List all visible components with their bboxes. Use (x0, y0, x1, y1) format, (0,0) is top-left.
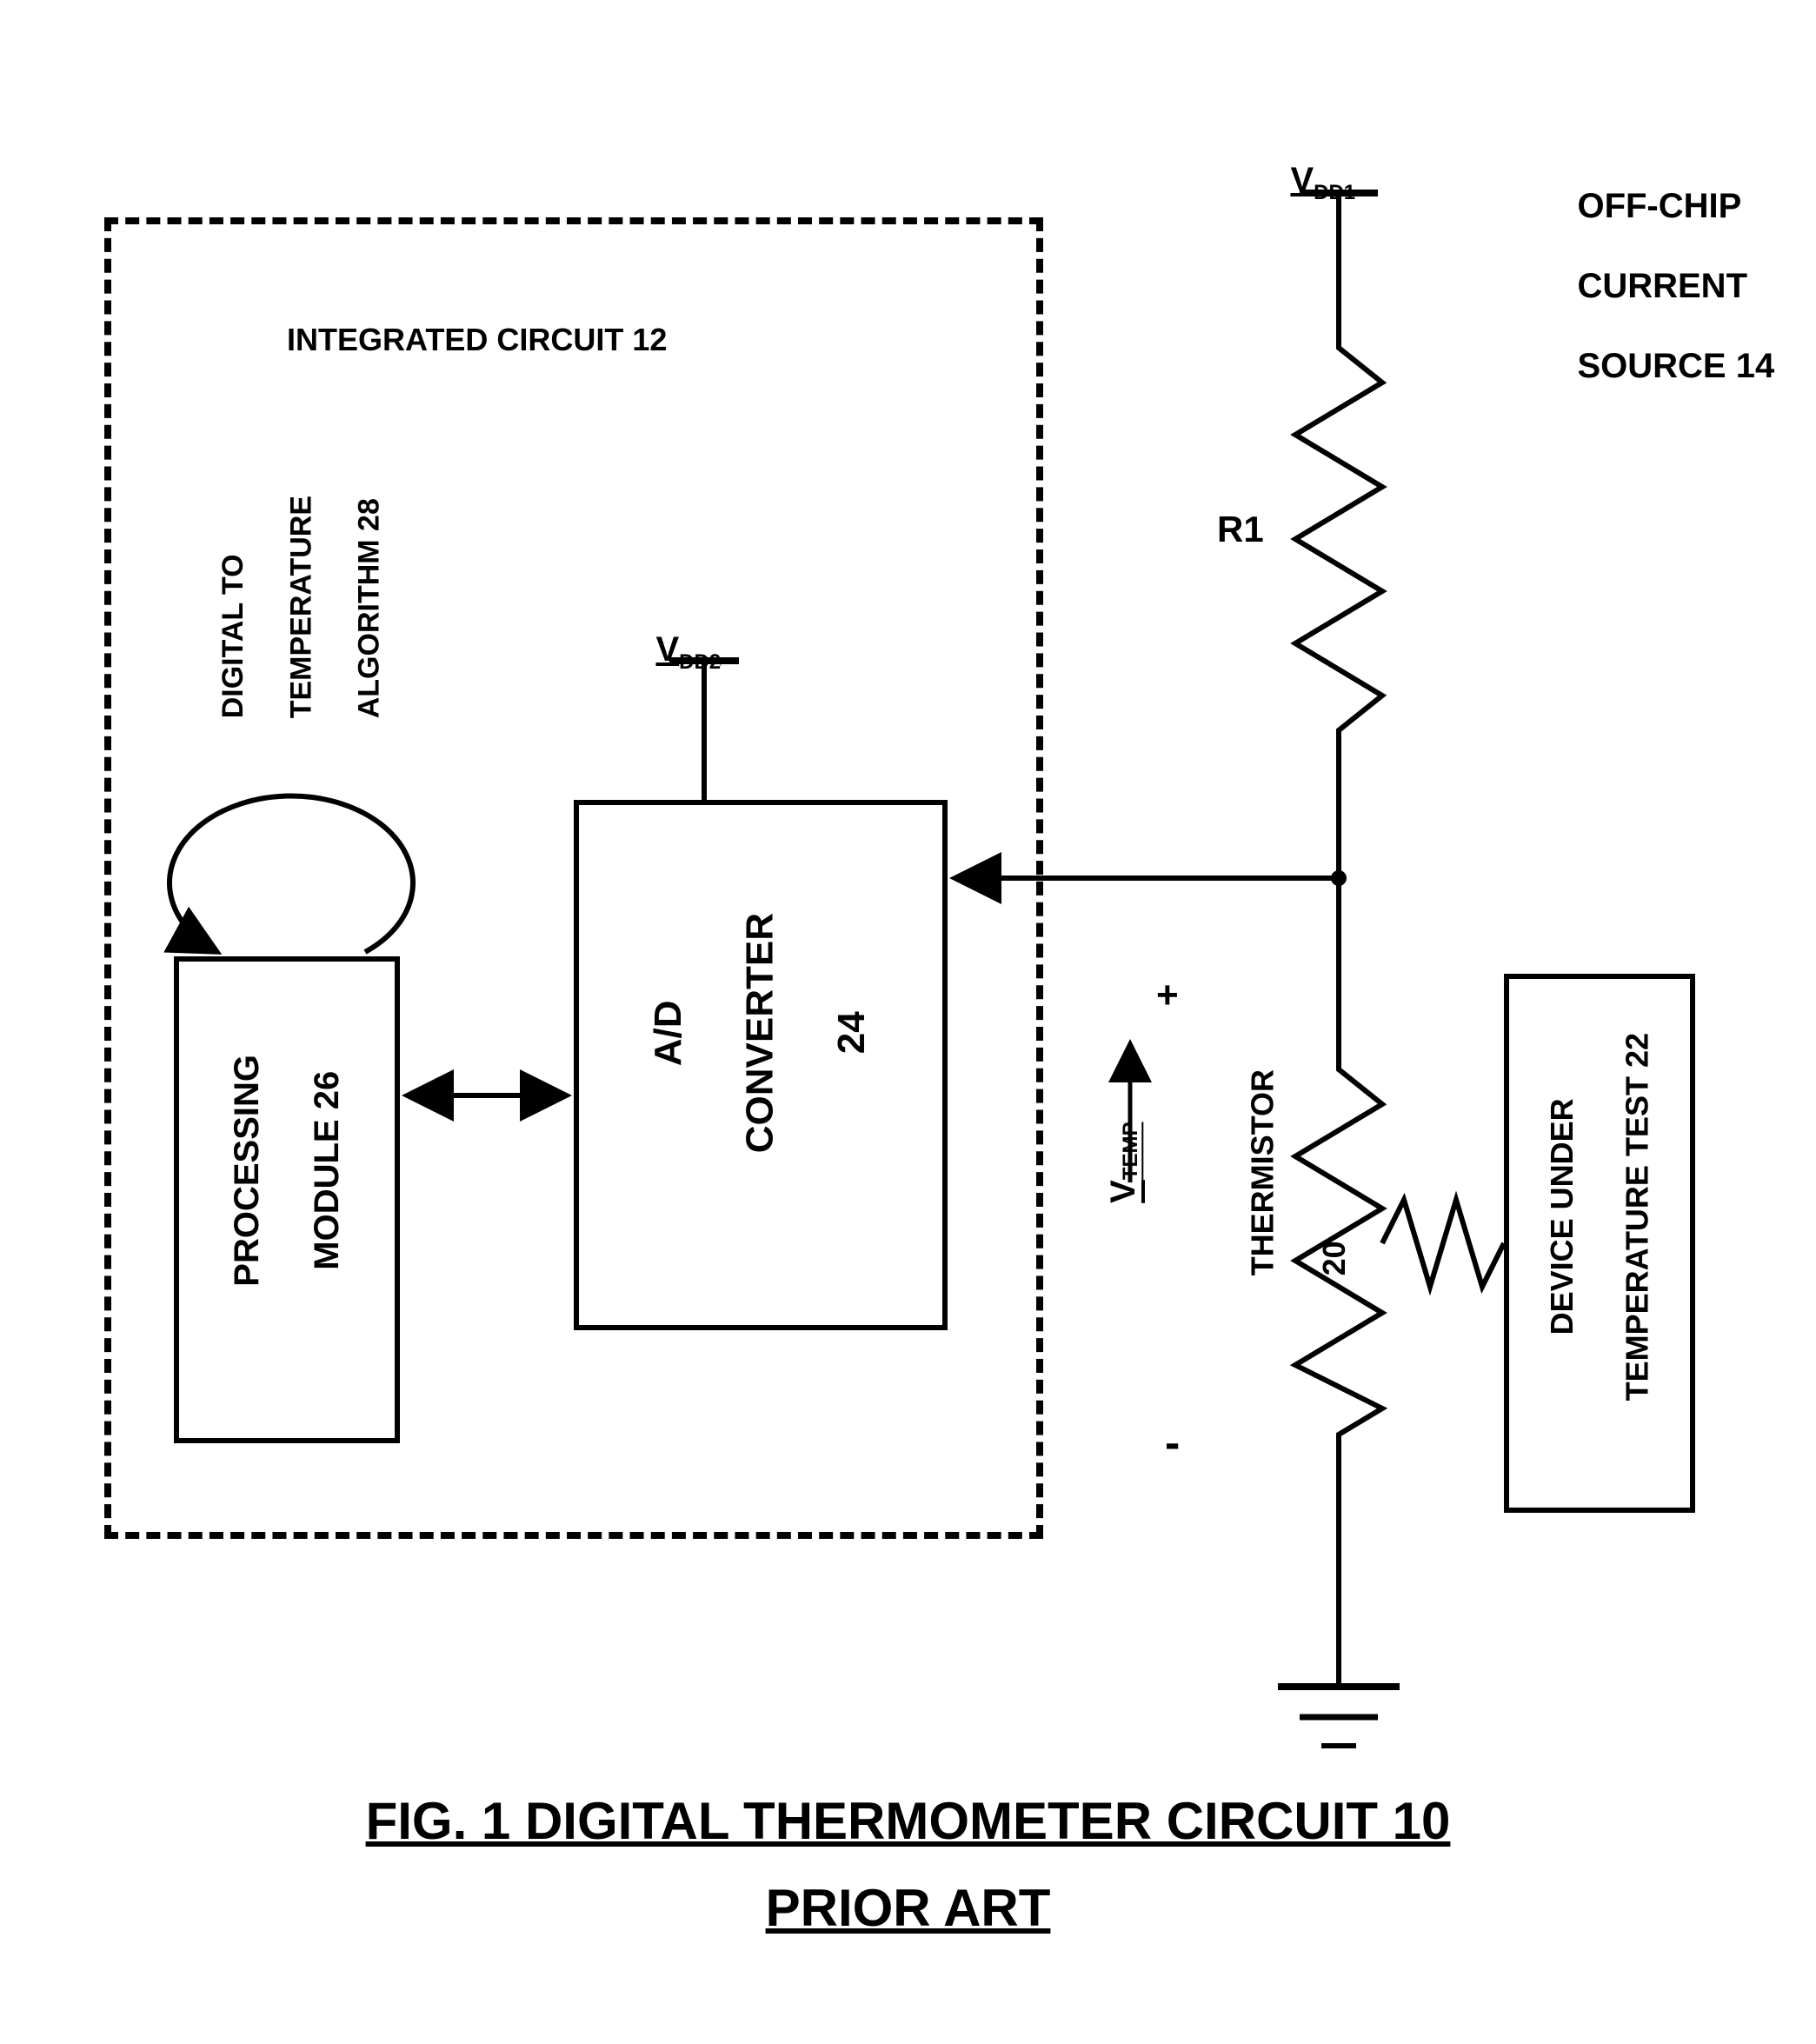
therm-to-dut (1382, 1200, 1504, 1287)
diagram-canvas: INTEGRATED CIRCUIT 12 PROCESSING MODULE … (0, 0, 1816, 2044)
thermistor-resistor (1295, 1035, 1382, 1443)
wiring-layer (0, 0, 1816, 2044)
algorithm-loop (170, 796, 413, 952)
r1-resistor (1295, 313, 1382, 748)
